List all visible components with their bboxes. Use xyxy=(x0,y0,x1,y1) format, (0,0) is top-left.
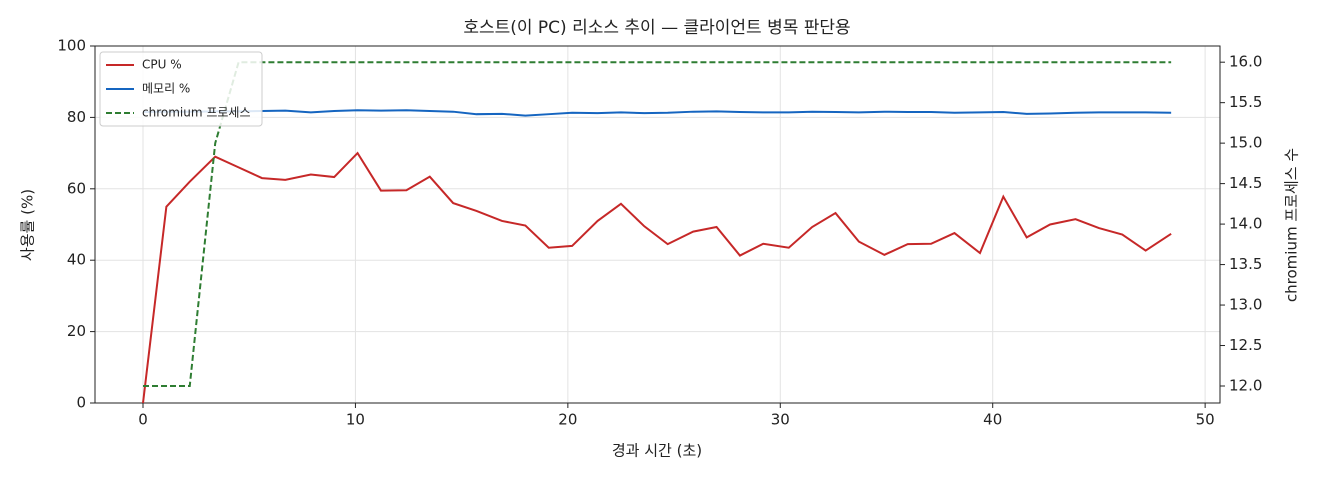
y-tick-label: 80 xyxy=(67,108,86,126)
y-tick-label: 20 xyxy=(67,322,86,340)
x-tick-label: 10 xyxy=(346,411,365,429)
series-line xyxy=(142,151,1172,404)
y-tick-label: 60 xyxy=(67,179,86,197)
x-tick-label: 50 xyxy=(1196,411,1215,429)
x-tick-label: 40 xyxy=(983,411,1002,429)
y2-tick-label: 16.0 xyxy=(1229,53,1262,71)
y2-tick-label: 13.5 xyxy=(1229,255,1262,273)
y2-tick-label: 14.5 xyxy=(1229,174,1262,192)
y-axis-label: 사용률 (%) xyxy=(19,189,37,261)
y2-tick-label: 12.0 xyxy=(1229,377,1262,395)
y2-axis-label: chromium 프로세스 수 xyxy=(1283,148,1301,302)
y-tick-label: 0 xyxy=(76,394,86,412)
y2-tick-label: 13.0 xyxy=(1229,296,1262,314)
legend-box xyxy=(99,51,263,127)
x-tick-label: 20 xyxy=(558,411,577,429)
plot-frame xyxy=(94,45,1221,404)
y2-tick-label: 15.0 xyxy=(1229,134,1262,152)
x-axis-label: 경과 시간 (초) xyxy=(612,442,702,460)
y-tick-label: 40 xyxy=(67,251,86,269)
legend-label: chromium 프로세스 xyxy=(142,106,251,120)
chart-title: 호스트(이 PC) 리소스 추이 — 클라이언트 병목 판단용 xyxy=(463,18,850,38)
y2-tick-label: 15.5 xyxy=(1229,93,1262,111)
x-tick-label: 30 xyxy=(771,411,790,429)
legend: CPU % 메모리 % chromium 프로세스 xyxy=(99,51,263,127)
series-line xyxy=(142,109,1172,117)
legend-label: CPU % xyxy=(142,58,182,72)
y2-tick-label: 14.0 xyxy=(1229,215,1262,233)
x-tick-label: 0 xyxy=(138,411,148,429)
series-line xyxy=(143,61,1172,387)
y-tick-label: 100 xyxy=(57,37,86,55)
legend-label: 메모리 % xyxy=(142,82,190,96)
y2-tick-label: 12.5 xyxy=(1229,336,1262,354)
